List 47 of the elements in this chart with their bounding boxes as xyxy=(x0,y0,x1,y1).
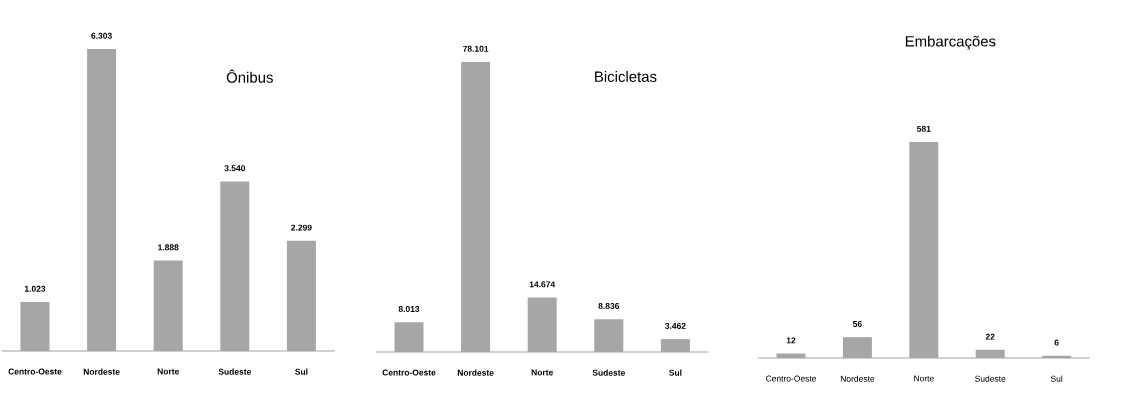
x-tick-label: Sul xyxy=(1050,375,1063,382)
data-label: 14.674 xyxy=(529,281,556,288)
data-label: 78.101 xyxy=(463,45,489,52)
chart-title: Bicicletas xyxy=(595,71,657,82)
data-label: 56 xyxy=(852,320,862,327)
bar xyxy=(594,319,624,352)
bar xyxy=(842,337,872,358)
x-tick-label: Nordeste xyxy=(840,375,875,382)
chart-title: Embarcações xyxy=(905,35,996,50)
x-tick-label: Sudeste xyxy=(975,375,1006,382)
data-label: 2.299 xyxy=(291,224,312,231)
bar xyxy=(975,349,1005,358)
bar xyxy=(153,260,183,351)
data-label: 1.023 xyxy=(24,285,46,292)
data-label: 3.540 xyxy=(224,165,246,172)
bar xyxy=(776,353,806,358)
x-tick-label: Centro-Oeste xyxy=(766,375,817,382)
data-label: 22 xyxy=(985,333,995,340)
x-tick-label: Nordeste xyxy=(457,369,494,376)
bar xyxy=(87,48,117,351)
bar xyxy=(660,339,690,352)
bar xyxy=(20,301,50,351)
x-tick-label: Nordeste xyxy=(83,368,120,375)
data-label: 12 xyxy=(786,337,796,344)
data-label: 6 xyxy=(1054,339,1059,346)
x-tick-label: Norte xyxy=(531,369,553,376)
data-label: 581 xyxy=(917,125,931,132)
x-tick-label: Sul xyxy=(295,368,308,375)
bar xyxy=(527,297,557,352)
x-tick-label: Sudeste xyxy=(592,369,625,376)
x-tick-label: Sudeste xyxy=(218,368,251,375)
bar xyxy=(461,61,491,352)
x-tick-label: Centro-Oeste xyxy=(8,368,62,375)
x-tick-label: Norte xyxy=(914,375,934,382)
bar xyxy=(394,322,424,352)
data-label: 3.462 xyxy=(665,322,686,329)
bar xyxy=(286,240,316,351)
x-tick-label: Centro-Oeste xyxy=(382,369,436,376)
x-tick-label: Norte xyxy=(157,368,179,375)
data-label: 1.888 xyxy=(158,244,179,251)
text: Ônibus xyxy=(226,69,273,83)
data-label: 8.836 xyxy=(598,302,620,309)
data-label: 8.013 xyxy=(398,306,420,313)
bar xyxy=(220,181,250,351)
bar xyxy=(909,142,939,358)
data-label: 6.303 xyxy=(91,32,112,39)
x-tick-label: Sul xyxy=(669,369,682,376)
